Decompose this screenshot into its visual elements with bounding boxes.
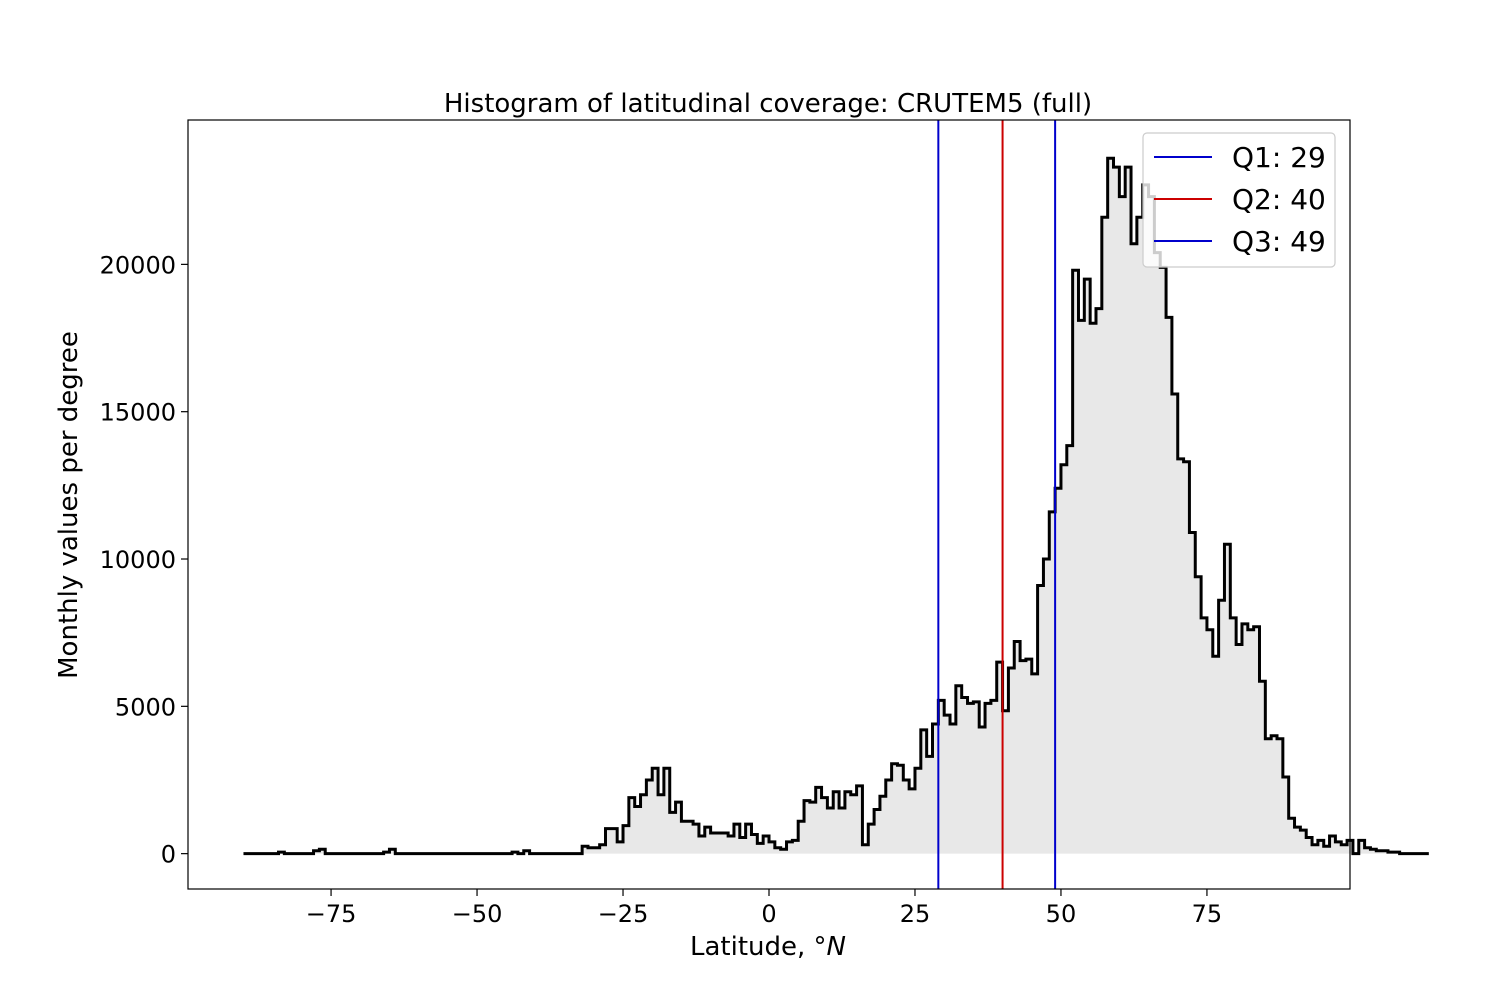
x-tick-label: −25 xyxy=(598,900,649,928)
x-axis-ticks: −75 −50 −25 0 25 50 75 xyxy=(306,889,1222,928)
y-tick-label: 0 xyxy=(161,841,176,869)
x-tick-label: 75 xyxy=(1192,900,1223,928)
chart-title: Histogram of latitudinal coverage: CRUTE… xyxy=(444,89,1092,119)
y-tick-label: 20000 xyxy=(100,251,176,279)
y-tick-label: 5000 xyxy=(115,693,176,721)
y-tick-label: 10000 xyxy=(100,546,176,574)
x-tick-label: 25 xyxy=(900,900,931,928)
y-tick-label: 15000 xyxy=(100,399,176,427)
x-axis-label: Latitude, °N xyxy=(690,932,846,962)
x-axis-label-unit: N xyxy=(827,932,846,962)
y-axis-ticks: 0 5000 10000 15000 20000 xyxy=(100,251,188,869)
y-axis-label: Monthly values per degree xyxy=(54,331,84,679)
legend-label-q1: Q1: 29 xyxy=(1232,141,1326,174)
legend-label-q3: Q3: 49 xyxy=(1232,225,1326,258)
legend: Q1: 29 Q2: 40 Q3: 49 xyxy=(1142,132,1336,268)
x-axis-label-text: Latitude, ° xyxy=(690,932,827,962)
histogram-fill xyxy=(243,158,1429,854)
x-tick-label: 0 xyxy=(761,900,776,928)
x-tick-label: −75 xyxy=(306,900,357,928)
plot-area xyxy=(243,120,1429,889)
histogram-step-line xyxy=(243,156,1429,856)
legend-box xyxy=(1142,132,1336,268)
x-tick-label: 50 xyxy=(1046,900,1077,928)
quartile-lines xyxy=(937,120,1057,889)
x-tick-label: −50 xyxy=(452,900,503,928)
legend-label-q2: Q2: 40 xyxy=(1232,183,1326,216)
